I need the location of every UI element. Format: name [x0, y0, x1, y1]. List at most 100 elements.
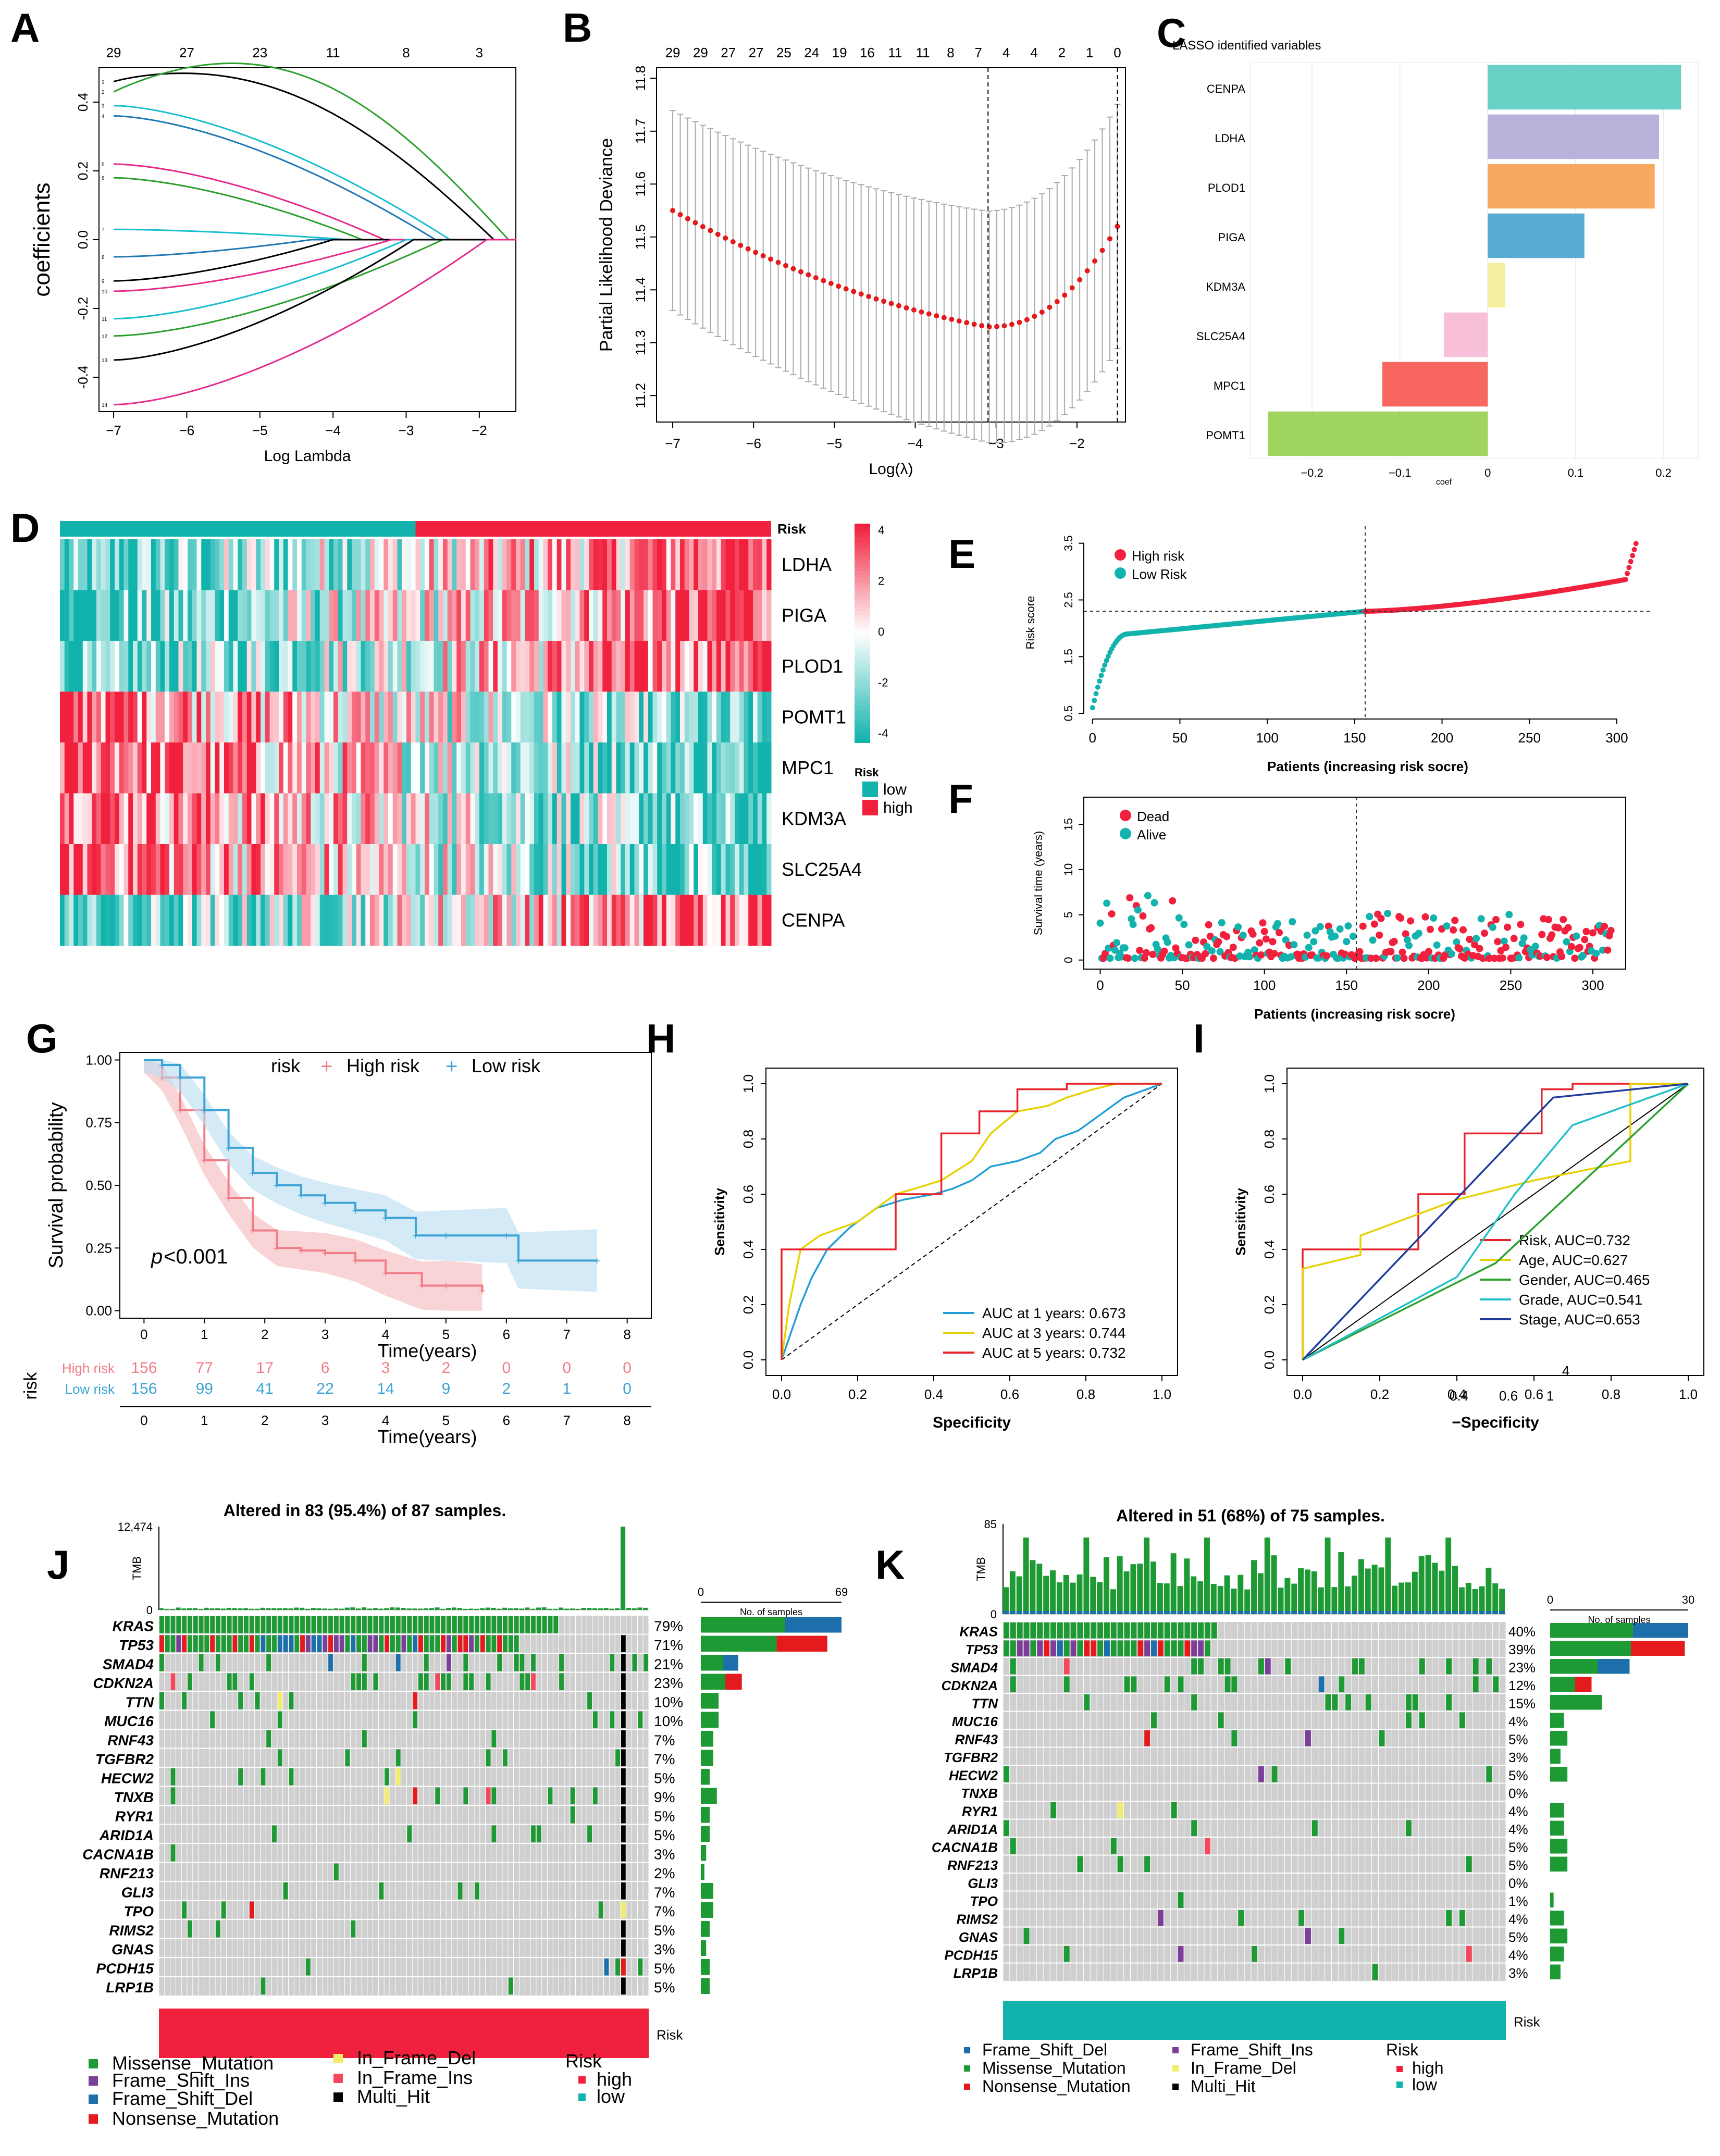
heatmap-cell: [269, 742, 275, 794]
mutation-cell: [305, 1959, 311, 1976]
colour-scale-step: [855, 567, 870, 572]
mutation-cell: [1171, 1622, 1177, 1639]
heatmap-cell: [561, 793, 566, 845]
heatmap-cell: [69, 691, 74, 743]
legend-swatch: [964, 2047, 970, 2053]
heatmap-cell: [598, 895, 603, 946]
heatmap-cell: [488, 844, 493, 895]
y-tick-label: 1.5: [1062, 649, 1075, 665]
tmb-bar: [559, 1607, 564, 1610]
heatmap-cell: [146, 590, 152, 641]
mutation-cell: [356, 1673, 361, 1690]
deviance-point: [738, 242, 744, 248]
heatmap-cell: [261, 895, 266, 946]
mutation-cell: [261, 1635, 266, 1652]
heatmap-cell: [397, 895, 402, 946]
survival-point: [1366, 913, 1373, 921]
heatmap-cell: [589, 793, 594, 845]
heatmap-cell: [324, 844, 329, 895]
heatmap-cell: [356, 539, 361, 590]
heatmap-cell: [652, 590, 658, 641]
x-tick-label: 0.2: [1370, 1386, 1389, 1402]
tmb-bar-segment: [1291, 1611, 1297, 1614]
x-tick-label: 0.6: [1525, 1386, 1543, 1402]
heatmap-cell: [142, 641, 147, 692]
heatmap-cell: [151, 641, 156, 692]
heatmap-cell: [64, 793, 69, 845]
heatmap-cell: [370, 691, 375, 743]
heatmap-cell: [425, 895, 430, 946]
mutation-cell: [486, 1787, 491, 1804]
survival-point: [1121, 944, 1129, 952]
legend-swatch: [89, 2114, 98, 2124]
tmb-bar-segment: [1076, 1611, 1083, 1614]
mutation-cell: [165, 1635, 170, 1652]
heatmap-cell: [511, 844, 516, 895]
mutation-cell: [1164, 1622, 1170, 1639]
heatmap-cell: [698, 691, 703, 743]
heatmap-cell: [680, 641, 685, 692]
heatmap-cell: [470, 641, 475, 692]
mutation-cell: [277, 1749, 282, 1766]
survival-point: [1172, 944, 1180, 952]
heatmap-cell: [621, 793, 626, 845]
heatmap-cell: [60, 844, 65, 895]
tmb-bar: [1217, 1585, 1223, 1614]
colour-scale-step: [855, 611, 870, 615]
mutation-cell: [204, 1635, 209, 1652]
censor-mark: +: [159, 1059, 166, 1072]
heatmap-cell: [516, 844, 521, 895]
deviance-point: [941, 315, 947, 320]
heatmap-cell: [411, 895, 416, 946]
y-tick-label: 11.3: [633, 330, 648, 355]
heatmap-cell: [493, 742, 498, 794]
heatmap-cell: [265, 742, 270, 794]
tmb-bar: [541, 1607, 547, 1610]
heatmap-cell: [69, 742, 74, 794]
gene-percent: 7%: [654, 1885, 675, 1901]
survival-point: [1282, 936, 1290, 944]
y-tick-label: 0.4: [740, 1240, 756, 1259]
heatmap-cell: [233, 641, 238, 692]
heatmap-cell: [648, 742, 653, 794]
heatmap-cell: [183, 742, 188, 794]
heatmap-cell: [165, 844, 170, 895]
tmb-bar: [637, 1607, 642, 1610]
colour-scale-step: [855, 608, 870, 612]
heatmap-cell: [406, 539, 412, 590]
heatmap-cell: [415, 742, 420, 794]
heatmap-cell: [128, 641, 133, 692]
mutation-cell: [542, 1616, 547, 1633]
heatmap-cell: [561, 539, 566, 590]
heatmap-cell: [115, 742, 120, 794]
sample-count-bar: [701, 1826, 710, 1842]
survival-point: [1239, 932, 1247, 939]
risk-point: [1623, 577, 1628, 583]
heatmap-cell: [766, 691, 772, 743]
heatmap-cell: [607, 590, 612, 641]
gene-label-hecw2: HECW2: [101, 1770, 154, 1787]
mutation-cell: [385, 1787, 389, 1804]
category-label: LDHA: [1215, 132, 1245, 145]
heatmap-cell: [571, 590, 576, 641]
coef-bar-plod1: [1488, 164, 1655, 209]
heatmap-cell: [233, 895, 238, 946]
heatmap-cell: [73, 742, 79, 794]
mutation-cell: [1419, 1658, 1425, 1675]
heatmap-cell: [356, 793, 361, 845]
risk-point: [1102, 662, 1108, 668]
deviance-point: [934, 313, 939, 319]
coefficient-path-7: [114, 228, 516, 241]
tmb-bar: [643, 1607, 648, 1610]
heatmap-cell: [675, 641, 680, 692]
heatmap-cell: [283, 641, 288, 692]
tmb-bar-segment: [1231, 1611, 1237, 1614]
heatmap-cell: [78, 590, 83, 641]
heatmap-cell: [552, 793, 558, 845]
x-tick-label: 200: [1417, 977, 1440, 993]
mutation-cell: [159, 1635, 164, 1652]
mutation-cell: [1050, 1640, 1056, 1656]
mutation-cell: [570, 1787, 575, 1804]
tmb-bar-segment: [1264, 1611, 1270, 1614]
mutation-cell: [385, 1768, 389, 1786]
